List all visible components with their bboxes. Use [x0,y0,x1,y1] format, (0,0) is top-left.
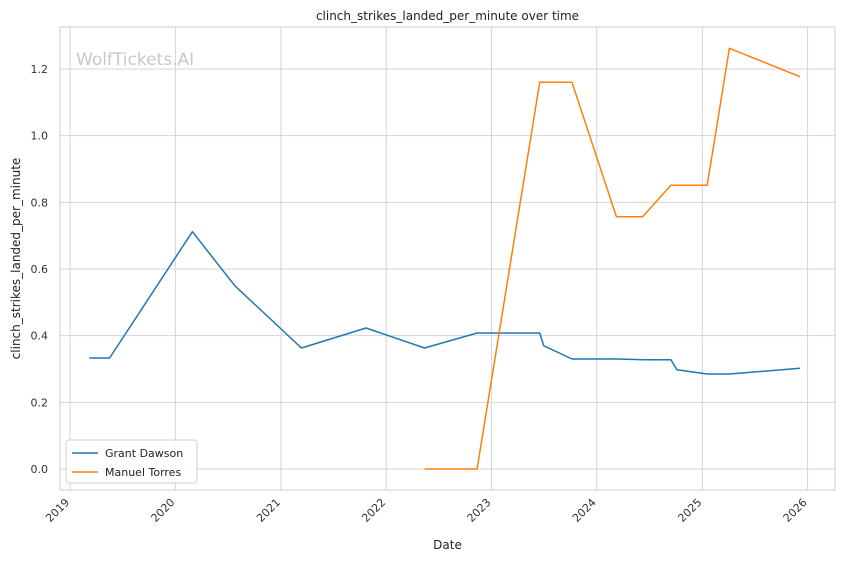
series-line-0 [89,230,801,375]
y-gridlines [60,68,835,470]
legend-box [65,439,198,484]
y-tick-label: 0.2 [31,396,49,409]
plot-area-frame [59,26,836,491]
watermark-text: WolfTickets.AI [76,50,194,70]
y-tick-label: 0.8 [31,196,49,209]
x-tick-label: 2024 [570,496,599,525]
legend-label: Manuel Torres [105,466,181,479]
y-tick-label: 1.2 [31,63,49,76]
chart-title: clinch_strikes_landed_per_minute over ti… [316,9,579,23]
y-tick-label: 1.0 [31,130,49,143]
y-tick-labels: 0.0 0.2 0.4 0.6 0.8 1.0 1.2 [31,63,49,476]
x-tick-label: 2020 [149,496,178,525]
x-gridlines [69,27,809,490]
x-tick-label: 2019 [43,496,72,525]
x-tick-labels: 2019 2020 2021 2022 2023 2024 2025 2026 [43,496,809,525]
series-line-1 [424,47,801,470]
x-tick-label: 2023 [465,496,494,525]
legend-label: Grant Dawson [105,447,183,460]
y-tick-label: 0.6 [31,263,49,276]
y-axis-title: clinch_strikes_landed_per_minute [9,158,23,360]
y-tick-label: 0.0 [31,463,49,476]
x-tick-label: 2026 [781,496,810,525]
legend: Grant Dawson Manuel Torres [65,439,198,484]
x-tick-label: 2022 [359,496,388,525]
x-axis-title: Date [433,538,462,552]
x-tick-label: 2021 [254,496,283,525]
x-tick-label: 2025 [675,496,704,525]
y-tick-label: 0.4 [31,330,49,343]
series-layer [89,47,801,470]
